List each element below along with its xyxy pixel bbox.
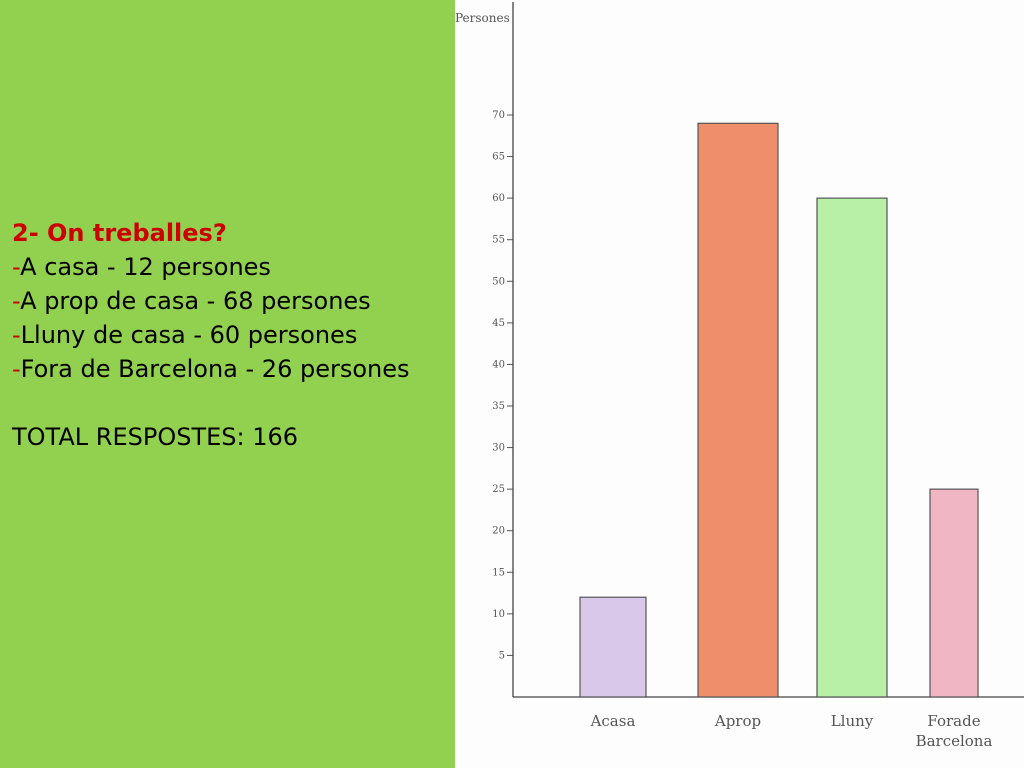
y-tick-label: 40 bbox=[492, 359, 505, 370]
x-labels: Acasa Aprop Lluny Forade Barcelona bbox=[590, 712, 993, 750]
answer-item: -A casa - 12 persones bbox=[12, 250, 452, 284]
answer-item: -Fora de Barcelona - 26 persones bbox=[12, 352, 452, 386]
question-title: 2- On treballes? bbox=[12, 219, 227, 247]
bar-fora-de-barcelona bbox=[929, 488, 979, 698]
x-tick-label: Aprop bbox=[714, 712, 761, 730]
y-tick-label: 60 bbox=[492, 193, 505, 204]
answer-dash: - bbox=[12, 355, 21, 383]
x-tick-label: Barcelona bbox=[916, 732, 993, 750]
x-tick-label: Forade bbox=[927, 712, 980, 730]
answer-item: -Lluny de casa - 60 persones bbox=[12, 318, 452, 352]
bar-aprop bbox=[697, 122, 779, 698]
y-tick-label: 50 bbox=[492, 276, 505, 287]
y-ticks: 5 10 15 20 25 30 35 40 45 50 55 60 65 70 bbox=[492, 110, 513, 661]
text-summary: 2- On treballes? -A casa - 12 persones -… bbox=[12, 216, 452, 454]
answer-text: A prop de casa - 68 persones bbox=[20, 287, 371, 315]
bar-acasa bbox=[579, 596, 647, 698]
chart-panel: 5 10 15 20 25 30 35 40 45 50 55 60 65 70 Acasa Aprop Ll… bbox=[455, 0, 1024, 768]
y-tick-label: 10 bbox=[492, 609, 505, 620]
y-tick-label: 65 bbox=[492, 152, 505, 163]
y-tick-label: 30 bbox=[492, 443, 505, 454]
left-panel: 2- On treballes? -A casa - 12 persones -… bbox=[0, 0, 455, 768]
answer-text: A casa - 12 persones bbox=[20, 253, 271, 281]
y-tick-label: 15 bbox=[492, 567, 505, 578]
y-tick-label: 5 bbox=[499, 650, 505, 661]
bars bbox=[579, 122, 979, 698]
bar-chart: 5 10 15 20 25 30 35 40 45 50 55 60 65 70 Acasa Aprop Ll… bbox=[455, 2, 1024, 750]
y-tick-label: 25 bbox=[492, 484, 505, 495]
answer-item: -A prop de casa - 68 persones bbox=[12, 284, 452, 318]
y-axis-label: Persones bbox=[455, 11, 510, 25]
y-tick-label: 70 bbox=[492, 110, 505, 121]
answer-dash: - bbox=[12, 321, 21, 349]
answer-dash: - bbox=[12, 253, 21, 281]
answer-text: Fora de Barcelona - 26 persones bbox=[20, 355, 410, 383]
x-tick-label: Lluny bbox=[831, 712, 874, 730]
y-tick-label: 35 bbox=[492, 401, 505, 412]
bar-lluny bbox=[816, 197, 888, 698]
y-tick-label: 20 bbox=[492, 526, 505, 537]
y-tick-label: 45 bbox=[492, 318, 505, 329]
answer-text: Lluny de casa - 60 persones bbox=[20, 321, 358, 349]
answer-dash: - bbox=[12, 287, 21, 315]
y-tick-label: 55 bbox=[492, 235, 505, 246]
total-responses: TOTAL RESPOSTES: 166 bbox=[12, 423, 299, 451]
x-tick-label: Acasa bbox=[590, 712, 636, 730]
